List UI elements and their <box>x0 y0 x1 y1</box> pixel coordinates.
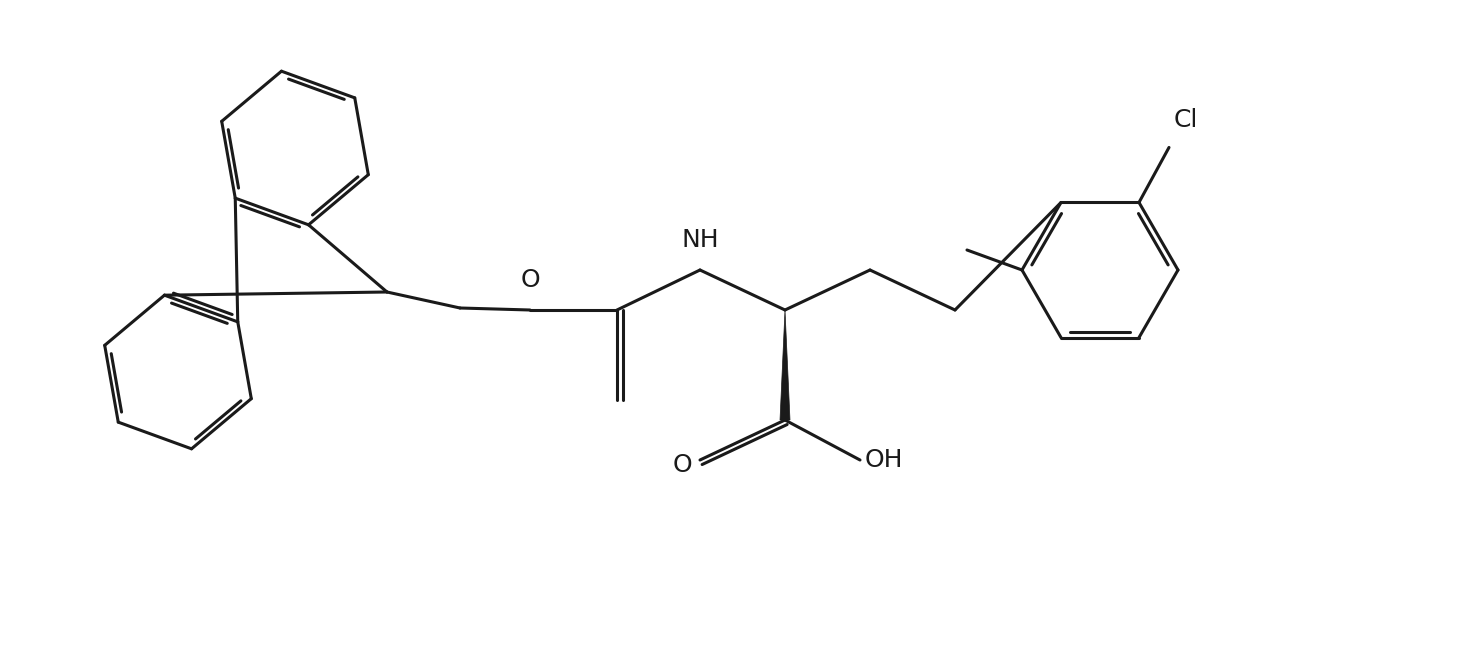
Text: NH: NH <box>681 228 719 252</box>
Text: OH: OH <box>866 448 904 472</box>
Text: O: O <box>673 453 692 477</box>
Text: O: O <box>520 268 539 292</box>
Polygon shape <box>781 310 789 420</box>
Text: Cl: Cl <box>1174 108 1199 132</box>
